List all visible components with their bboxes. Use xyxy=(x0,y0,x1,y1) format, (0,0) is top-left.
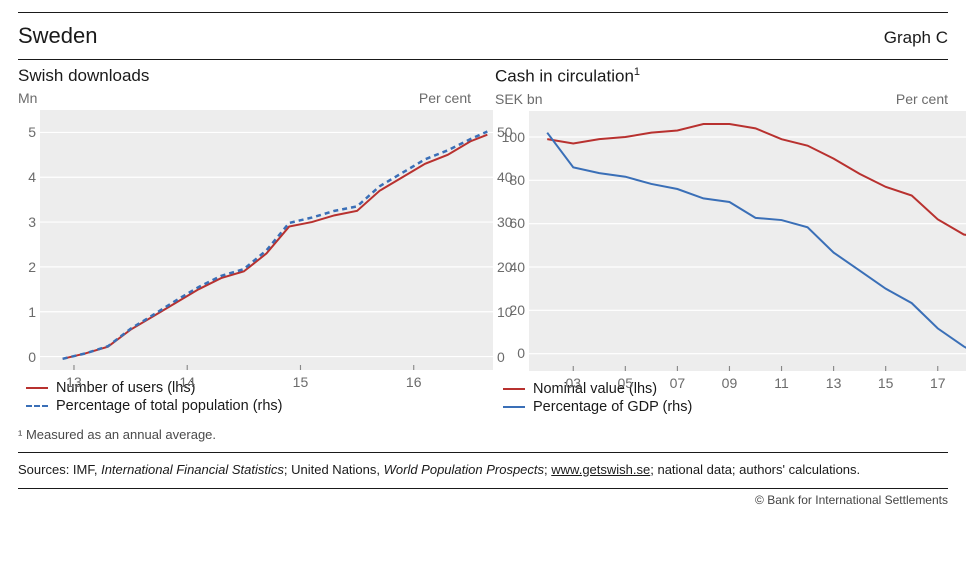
panel-swish: Swish downloads Mn Per cent 012345010203… xyxy=(18,60,471,421)
panel1-plot: 0123450102030405013141516 xyxy=(40,110,493,370)
ytick-left: 80 xyxy=(509,173,525,187)
panel1-ylabel-right: Per cent xyxy=(419,90,471,106)
xtick: 03 xyxy=(565,375,581,391)
legend-label: Percentage of total population (rhs) xyxy=(56,398,283,414)
legend-swatch xyxy=(26,405,48,407)
legend-item: Number of users (lhs) xyxy=(26,380,471,396)
xtick: 09 xyxy=(722,375,738,391)
panel1-legend: Number of users (lhs) Percentage of total… xyxy=(18,370,471,420)
ytick-left: 0 xyxy=(28,350,36,364)
xtick: 05 xyxy=(618,375,634,391)
copyright: © Bank for International Settlements xyxy=(18,489,948,507)
ytick-left: 2 xyxy=(28,260,36,274)
xtick: 15 xyxy=(293,374,309,390)
ytick-left: 5 xyxy=(28,125,36,139)
ytick-left: 0 xyxy=(517,346,525,360)
legend-label: Percentage of GDP (rhs) xyxy=(533,399,692,415)
xtick: 07 xyxy=(670,375,686,391)
panel2-ylabel-left: SEK bn xyxy=(495,91,542,107)
legend-item: Percentage of total population (rhs) xyxy=(26,398,471,414)
sources: Sources: IMF, International Financial St… xyxy=(18,453,948,489)
legend-item: Percentage of GDP (rhs) xyxy=(503,399,948,415)
ytick-left: 3 xyxy=(28,215,36,229)
legend-swatch xyxy=(503,388,525,390)
xtick: 11 xyxy=(774,375,789,391)
legend-swatch xyxy=(26,387,48,389)
xtick: 13 xyxy=(66,374,82,390)
figure-header: Sweden Graph C xyxy=(18,13,948,59)
legend-label: Nominal value (lhs) xyxy=(533,381,657,397)
ytick-left: 40 xyxy=(509,260,525,274)
panel-cash: Cash in circulation1 SEK bn Per cent 0 20… xyxy=(495,60,948,421)
ytick-right: 0 xyxy=(497,350,505,364)
legend-swatch xyxy=(503,406,525,408)
figure-label: Graph C xyxy=(884,28,948,48)
footnote: ¹ Measured as an annual average. xyxy=(18,421,948,452)
ytick-left: 60 xyxy=(509,216,525,230)
xtick: 14 xyxy=(179,374,195,390)
ytick-left: 20 xyxy=(509,303,525,317)
ytick-left: 100 xyxy=(502,130,525,144)
xtick: 15 xyxy=(878,375,894,391)
xtick: 13 xyxy=(826,375,842,391)
panel1-ylabel-left: Mn xyxy=(18,90,37,106)
ytick-left: 1 xyxy=(28,305,36,319)
figure-title: Sweden xyxy=(18,23,98,49)
xtick: 17 xyxy=(930,375,946,391)
xtick: 16 xyxy=(406,374,422,390)
panel2-title: Cash in circulation1 xyxy=(495,60,948,89)
ytick-left: 4 xyxy=(28,170,36,184)
panel2-ylabel-right: Per cent xyxy=(896,91,948,107)
panel2-plot: 0204060801001.21.82.43.03.64.20305070911… xyxy=(529,111,966,371)
panel1-title: Swish downloads xyxy=(18,60,471,88)
